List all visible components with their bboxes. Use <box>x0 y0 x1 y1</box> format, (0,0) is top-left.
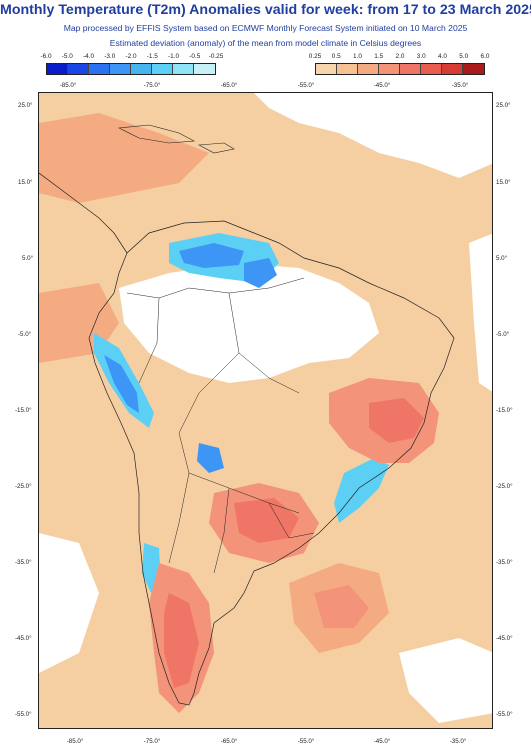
top-lon-label: -35.0° <box>451 82 469 89</box>
cold-area-peru-core <box>104 355 139 413</box>
lat-label-right: -15.0° <box>496 407 513 414</box>
top-lon-label: -85.0° <box>59 82 77 89</box>
cold-legend-swatch <box>152 64 173 74</box>
country-borders <box>126 277 315 574</box>
cold-legend-swatch <box>131 64 152 74</box>
warm-area-ne-brazil-core <box>369 398 424 443</box>
top-lon-label: -65.0° <box>220 82 238 89</box>
cold-area-brazil-coast <box>334 458 389 523</box>
lat-label-right: -45.0° <box>496 635 513 642</box>
warm-legend-swatch <box>316 64 337 74</box>
map-title: Monthly Temperature (T2m) Anomalies vali… <box>0 2 531 18</box>
warm-legend-swatch <box>379 64 400 74</box>
coastline-south-america <box>88 220 455 706</box>
warm-legend-tick: 0.25 <box>308 53 322 60</box>
warm-legend-tick: 4.0 <box>438 53 447 60</box>
lon-label-bottom: -65.0° <box>220 738 238 745</box>
warm-legend-swatch <box>463 64 484 74</box>
lat-label-left: -5.0° <box>18 331 32 338</box>
warm-anomaly-legend: 0.25 0.5 1.0 1.5 2.0 3.0 4.0 5.0 6.0 <box>309 53 489 93</box>
cold-legend-swatch <box>68 64 89 74</box>
cold-legend-tick: -0.5 <box>189 53 201 60</box>
lat-label-left: -15.0° <box>15 407 32 414</box>
cold-legend-tick: -3.0 <box>104 53 116 60</box>
warm-legend-swatch <box>400 64 421 74</box>
coastline-central-america <box>39 172 128 254</box>
neutral-area-atlantic-north <box>254 93 492 178</box>
lat-label-right: -5.0° <box>496 331 510 338</box>
lat-label-left: -25.0° <box>15 483 32 490</box>
cold-area-bolivia <box>197 443 224 473</box>
cold-legend-swatch <box>194 64 215 74</box>
warm-area-caribbean <box>39 113 209 203</box>
cold-legend-tick: -1.5 <box>146 53 158 60</box>
cold-legend-swatch <box>89 64 110 74</box>
lat-label-left: -35.0° <box>15 559 32 566</box>
cold-legend-swatch <box>173 64 194 74</box>
neutral-area-pacific-south <box>39 533 99 673</box>
warm-legend-swatch <box>442 64 463 74</box>
lat-label-right: 25.0° <box>496 102 511 109</box>
coastline-cuba <box>117 124 196 144</box>
neutral-area-atlantic-south <box>399 638 492 723</box>
top-lon-label: -45.0° <box>373 82 391 89</box>
warm-area-paraguay-core <box>234 498 299 543</box>
cold-legend-tick: -1.0 <box>167 53 180 60</box>
warm-legend-tick: 1.5 <box>374 53 384 60</box>
lat-label-right: 5.0° <box>496 255 508 262</box>
map-subtitle-units: Estimated deviation (anomaly) of the mea… <box>109 38 422 48</box>
neutral-area-amazon <box>119 263 379 383</box>
neutral-area-atlantic-east <box>469 233 492 392</box>
anomaly-map-canvas <box>39 93 492 728</box>
lat-label-left: 15.0° <box>18 179 33 186</box>
lon-label-bottom: -55.0° <box>297 738 315 745</box>
warm-legend-tick: 5.0 <box>459 53 469 60</box>
map-subtitle-processing: Map processed by EFFIS System based on E… <box>63 23 468 33</box>
lat-label-right: -35.0° <box>496 559 513 566</box>
cold-legend-tick: -4.0 <box>82 53 95 60</box>
top-lon-label: -75.0° <box>143 82 161 89</box>
lat-label-right: -25.0° <box>496 483 513 490</box>
cold-anomaly-legend: -6.0 -5.0 -4.0 -3.0 -2.0 -1.5 -1.0 -0.5 -0.25 <box>40 53 223 93</box>
lon-label-bottom: -85.0° <box>66 738 84 745</box>
warm-legend-tick: 2.0 <box>395 53 405 60</box>
lat-label-left: 5.0° <box>22 255 34 262</box>
cold-legend-tick: -6.0 <box>40 53 52 60</box>
warm-area-patagonia-core <box>164 593 199 688</box>
cold-legend-tick: -5.0 <box>61 53 73 60</box>
cold-legend-tick: -2.0 <box>125 53 137 60</box>
anomaly-map <box>38 92 493 729</box>
top-lon-label: -55.0° <box>297 82 315 89</box>
lat-label-right: 15.0° <box>496 179 511 186</box>
warm-area-south-atlantic-core <box>314 585 369 628</box>
lat-label-left: 25.0° <box>18 102 33 109</box>
warm-legend-swatch <box>337 64 358 74</box>
warm-legend-swatch <box>421 64 442 74</box>
warm-legend-tick: 1.0 <box>353 53 362 60</box>
lon-label-bottom: -35.0° <box>449 738 467 745</box>
lat-label-left: -55.0° <box>15 711 32 718</box>
warm-legend-swatch <box>358 64 379 74</box>
lat-label-left: -45.0° <box>15 635 32 642</box>
cold-legend-swatch <box>47 64 68 74</box>
lon-label-bottom: -75.0° <box>143 738 161 745</box>
warm-legend-tick: 6.0 <box>480 53 490 60</box>
warm-legend-tick: 0.5 <box>331 53 341 60</box>
cold-area-guyana <box>244 258 277 288</box>
coastline-hispaniola <box>197 142 235 154</box>
lat-label-right: -55.0° <box>496 711 513 718</box>
cold-legend-tick: -0.25 <box>208 53 224 60</box>
cold-legend-swatch <box>110 64 131 74</box>
cold-area-venezuela-core <box>179 243 244 268</box>
warm-legend-tick: 3.0 <box>416 53 426 60</box>
lon-label-bottom: -45.0° <box>373 738 391 745</box>
